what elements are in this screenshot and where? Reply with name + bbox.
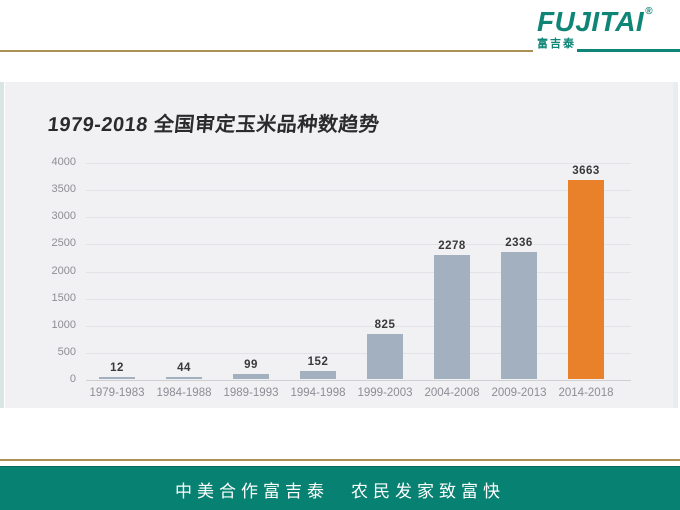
y-axis-tick-label: 3500 xyxy=(51,183,76,196)
bar-2014-2018 xyxy=(568,180,604,379)
y-axis-tick-label: 1500 xyxy=(51,291,76,304)
bar-value-label: 99 xyxy=(244,358,258,371)
y-axis-tick-label: 2000 xyxy=(51,264,76,277)
chart-title: 1979-2018 全国审定玉米品种数趋势 xyxy=(46,114,381,136)
x-axis-label: 2009-2013 xyxy=(491,387,547,399)
bar-value-label: 152 xyxy=(307,355,329,368)
card-right-accent xyxy=(673,82,678,408)
bar-2004-2008 xyxy=(434,255,470,379)
gridline xyxy=(86,244,631,246)
x-axis-label: 2004-2008 xyxy=(424,387,480,399)
x-axis-label: 1989-1993 xyxy=(223,387,279,399)
gridline xyxy=(86,298,631,300)
bar-2009-2013 xyxy=(501,252,537,379)
bar-value-label: 3663 xyxy=(572,165,600,178)
bar-chart-plot-area: 0 500 1000 1500 2000 2500 3000 3500 4000 12 1979-1… xyxy=(52,156,631,399)
bar-1979-1983 xyxy=(99,377,135,379)
y-axis-tick-label: 3000 xyxy=(51,210,76,223)
gridline xyxy=(86,217,631,219)
x-axis-baseline xyxy=(86,380,631,381)
gridline xyxy=(86,352,631,354)
chart-panel: 1979-2018 全国审定玉米品种数趋势 0 500 1000 1500 2000 25… xyxy=(5,82,673,408)
fujitai-logo: FUJITAI ® 富吉泰 xyxy=(537,6,653,50)
logo-wordmark: FUJITAI xyxy=(537,6,645,37)
bar-value-label: 44 xyxy=(177,361,191,374)
footer-banner: 中美合作富吉泰 农民发家致富快 xyxy=(0,466,680,510)
bar-1994-1998 xyxy=(300,370,336,379)
gridline xyxy=(86,190,631,192)
card-left-accent xyxy=(0,82,4,408)
y-axis-tick-label: 0 xyxy=(69,373,76,385)
x-axis-label: 2014-2018 xyxy=(558,387,614,399)
y-axis-tick-label: 2500 xyxy=(51,237,76,250)
bar-1999-2003 xyxy=(367,334,403,379)
bar-value-label: 825 xyxy=(374,319,396,332)
y-axis-tick-label: 500 xyxy=(57,345,76,358)
bar-1989-1993 xyxy=(233,373,269,379)
gridline xyxy=(86,163,631,164)
gridline xyxy=(86,325,631,327)
gridline xyxy=(86,271,631,273)
registered-trademark-icon: ® xyxy=(645,6,653,17)
x-axis-label: 1994-1998 xyxy=(290,387,346,399)
x-axis-label: 1999-2003 xyxy=(357,387,413,399)
y-axis-tick-label: 1000 xyxy=(51,318,76,331)
footer-slogan: 中美合作富吉泰 农民发家致富快 xyxy=(175,481,505,502)
header-gold-line xyxy=(0,50,533,52)
x-axis-label: 1984-1988 xyxy=(156,387,212,399)
y-axis-tick-label: 4000 xyxy=(51,156,76,168)
bar-1984-1988 xyxy=(166,376,202,379)
bar-value-label: 2336 xyxy=(505,237,533,250)
bar-value-label: 12 xyxy=(110,362,124,374)
header-teal-line xyxy=(577,49,680,52)
footer-gold-line xyxy=(0,459,680,461)
x-axis-label: 1979-1983 xyxy=(89,387,145,399)
logo-chinese-name: 富吉泰 xyxy=(537,38,576,50)
bar-value-label: 2278 xyxy=(438,240,466,253)
